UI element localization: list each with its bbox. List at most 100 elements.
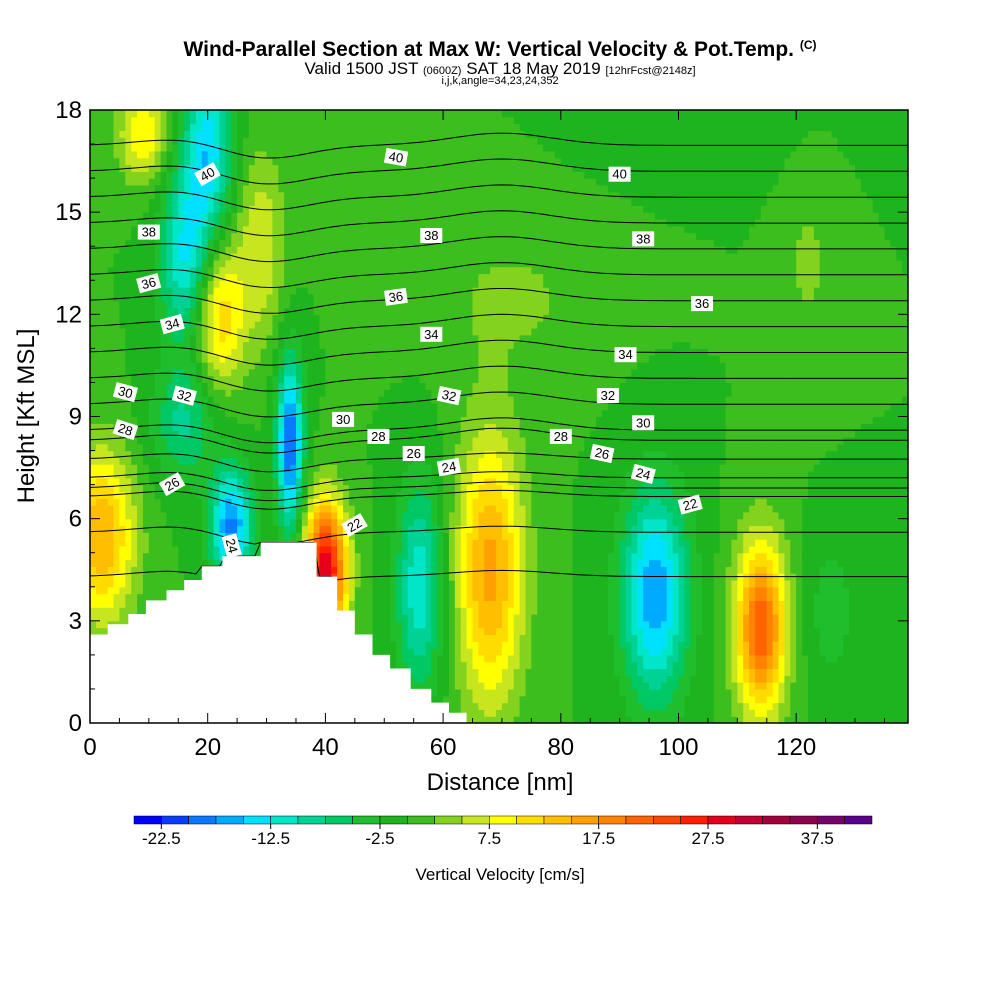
velocity-cell [184, 110, 191, 118]
velocity-cell [90, 355, 97, 363]
velocity-cell [113, 280, 121, 288]
velocity-cell [113, 511, 121, 520]
velocity-cell [107, 348, 115, 356]
velocity-cell [372, 327, 379, 336]
velocity-cell [107, 518, 115, 527]
velocity-cell [384, 484, 391, 493]
velocity-cell [219, 239, 226, 247]
velocity-cell [272, 171, 279, 179]
velocity-cell [113, 266, 121, 275]
velocity-cell [148, 307, 156, 315]
velocity-cell [272, 164, 279, 172]
velocity-cell [319, 273, 326, 281]
velocity-cell [107, 566, 115, 574]
velocity-cell [284, 239, 291, 247]
velocity-cell [107, 246, 115, 254]
velocity-cell [237, 225, 244, 234]
velocity-cell [219, 396, 226, 404]
velocity-cell [360, 334, 368, 343]
velocity-cell [354, 389, 362, 397]
velocity-cell [119, 457, 126, 465]
velocity-cell [343, 239, 350, 247]
velocity-cell [166, 225, 173, 234]
velocity-cell [278, 280, 285, 288]
velocity-cell [225, 505, 232, 513]
velocity-cell [260, 178, 268, 186]
velocity-cell [160, 334, 168, 343]
velocity-cell [378, 300, 385, 309]
velocity-cell [384, 382, 391, 390]
velocity-cell [231, 259, 238, 268]
velocity-cell [137, 198, 144, 206]
velocity-cell [390, 525, 397, 533]
velocity-cell [154, 300, 162, 309]
velocity-cell [195, 491, 203, 499]
velocity-cell [348, 164, 356, 172]
velocity-cell [390, 110, 397, 118]
velocity-cell [213, 314, 221, 322]
velocity-cell [354, 402, 362, 411]
velocity-cell [384, 627, 391, 636]
velocity-cell [313, 525, 321, 533]
velocity-cell [401, 362, 409, 370]
velocity-cell [95, 205, 103, 213]
velocity-cell [90, 477, 97, 486]
velocity-cell [290, 409, 297, 418]
velocity-cell [384, 402, 391, 411]
velocity-cell [160, 341, 168, 349]
velocity-cell [148, 287, 156, 295]
velocity-cell [272, 368, 279, 377]
velocity-cell [325, 205, 332, 213]
velocity-cell [195, 280, 203, 288]
velocity-cell [101, 450, 109, 458]
velocity-cell [401, 144, 409, 152]
velocity-cell [331, 525, 338, 533]
velocity-cell [213, 443, 221, 452]
velocity-cell [95, 586, 103, 595]
velocity-cell [301, 532, 309, 540]
velocity-cell [354, 157, 362, 166]
velocity-cell [313, 511, 321, 520]
velocity-cell [90, 430, 97, 438]
velocity-cell [178, 348, 185, 356]
velocity-cell [148, 314, 156, 322]
velocity-cell [348, 579, 356, 588]
velocity-cell [260, 443, 268, 452]
velocity-cell [378, 396, 385, 404]
velocity-cell [207, 559, 215, 567]
velocity-cell [260, 300, 268, 309]
velocity-cell [331, 327, 338, 336]
velocity-cell [354, 614, 362, 622]
velocity-cell [119, 150, 126, 159]
velocity-cell [237, 334, 244, 343]
velocity-cell [260, 321, 268, 329]
velocity-cell [401, 253, 409, 261]
velocity-cell [243, 110, 250, 118]
velocity-cell [307, 518, 315, 527]
velocity-cell [407, 280, 415, 288]
velocity-cell [278, 293, 285, 302]
velocity-cell [366, 212, 374, 220]
velocity-cell [119, 579, 126, 588]
velocity-cell [154, 525, 162, 533]
velocity-cell [372, 314, 379, 322]
velocity-cell [272, 239, 279, 247]
velocity-cell [254, 368, 262, 377]
velocity-cell [125, 573, 132, 581]
velocity-cell [301, 402, 309, 411]
velocity-cell [243, 382, 250, 390]
velocity-cell [337, 225, 344, 234]
velocity-cell [184, 423, 191, 431]
velocity-cell [172, 491, 179, 499]
velocity-cell [160, 491, 168, 499]
velocity-cell [390, 116, 397, 125]
velocity-cell [284, 116, 291, 125]
velocity-cell [195, 327, 203, 336]
velocity-cell [213, 525, 221, 533]
velocity-cell [290, 450, 297, 458]
velocity-cell [201, 430, 209, 438]
velocity-cell [231, 266, 238, 275]
velocity-cell [90, 327, 97, 336]
velocity-cell [113, 525, 121, 533]
velocity-cell [107, 402, 115, 411]
